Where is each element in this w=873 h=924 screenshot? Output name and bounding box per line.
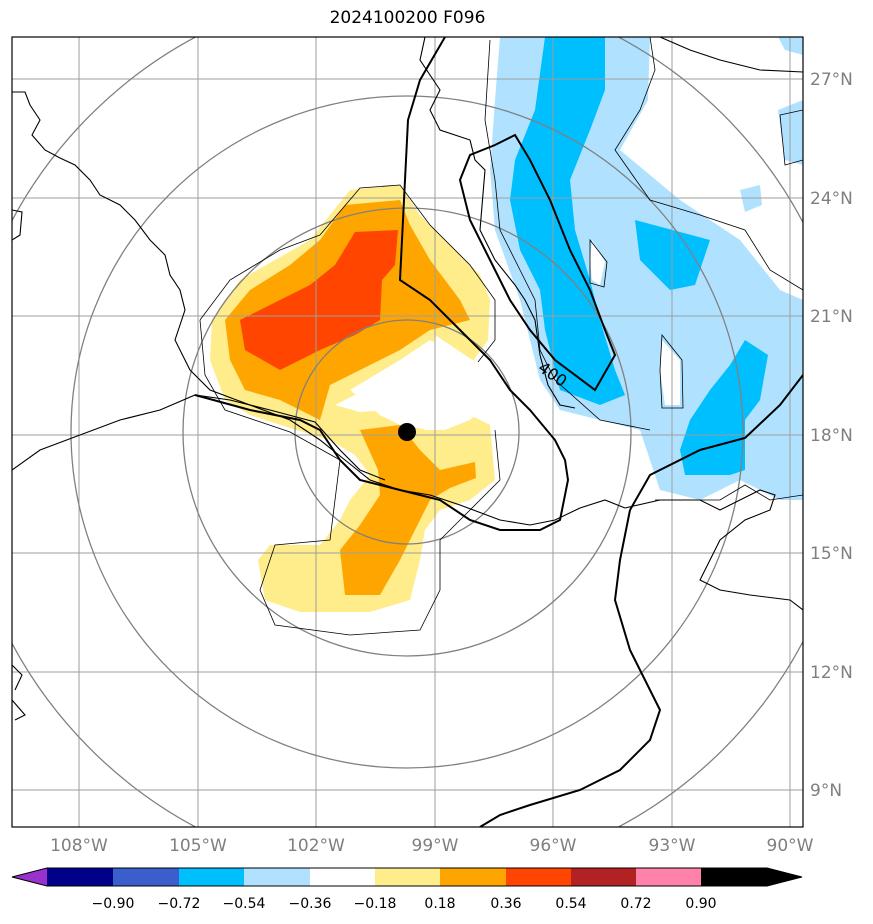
lat-label-18n: 18°N <box>810 426 853 446</box>
colorbar-segment <box>47 868 113 886</box>
map-area: 400 <box>12 37 803 827</box>
colorbar-label: 0.72 <box>620 896 651 912</box>
map-frame <box>11 36 804 828</box>
colorbar-segment <box>310 868 375 886</box>
lon-label-99w: 99°W <box>412 836 459 856</box>
colorbar-extend-high <box>701 868 802 886</box>
colorbar-extend-low <box>12 868 47 886</box>
lon-label-105w: 105°W <box>169 836 227 856</box>
map-title: 2024100200 F096 <box>329 8 486 28</box>
colorbar-label: 0.36 <box>490 896 521 912</box>
lat-labels: 27°N 24°N 21°N 18°N 15°N 12°N 9°N <box>810 70 853 801</box>
colorbar-label: −0.36 <box>289 896 332 912</box>
lon-label-96w: 96°W <box>530 836 577 856</box>
storm-center-dot <box>398 423 416 441</box>
lat-label-15n: 15°N <box>810 544 853 564</box>
coastlines <box>12 37 803 721</box>
lon-label-93w: 93°W <box>649 836 696 856</box>
colorbar-label: 0.90 <box>685 896 716 912</box>
colorbar <box>11 867 803 887</box>
colorbar-segment <box>113 868 179 886</box>
colorbar-outline <box>11 867 803 887</box>
colorbar-segment <box>375 868 440 886</box>
colorbar-segment <box>440 868 506 886</box>
contour-400 <box>194 37 803 827</box>
thin-contours <box>199 37 803 636</box>
lon-label-108w: 108°W <box>50 836 108 856</box>
colorbar-segment <box>179 868 244 886</box>
lat-label-27n: 27°N <box>810 70 853 90</box>
colorbar-label: 0.18 <box>424 896 455 912</box>
lat-label-24n: 24°N <box>810 189 853 209</box>
lon-label-102w: 102°W <box>287 836 345 856</box>
colorbar-label: −0.90 <box>92 896 135 912</box>
range-rings <box>12 37 803 827</box>
colorbar-segment <box>636 868 701 886</box>
colorbar-label: −0.18 <box>354 896 397 912</box>
colorbar-label: −0.54 <box>223 896 266 912</box>
lat-label-9n: 9°N <box>810 781 842 801</box>
lon-label-90w: 90°W <box>767 836 814 856</box>
colorbar-label: 0.54 <box>555 896 586 912</box>
colorbar-label: −0.72 <box>158 896 201 912</box>
colorbar-segment <box>244 868 310 886</box>
colorbar-segment <box>506 868 571 886</box>
lat-label-21n: 21°N <box>810 307 853 327</box>
colorbar-labels: −0.90 −0.72 −0.54 −0.36 −0.18 0.18 0.36 … <box>92 896 717 912</box>
lon-labels: 108°W 105°W 102°W 99°W 96°W 93°W 90°W <box>50 836 814 856</box>
lat-label-12n: 12°N <box>810 663 853 683</box>
colorbar-segment <box>571 868 636 886</box>
